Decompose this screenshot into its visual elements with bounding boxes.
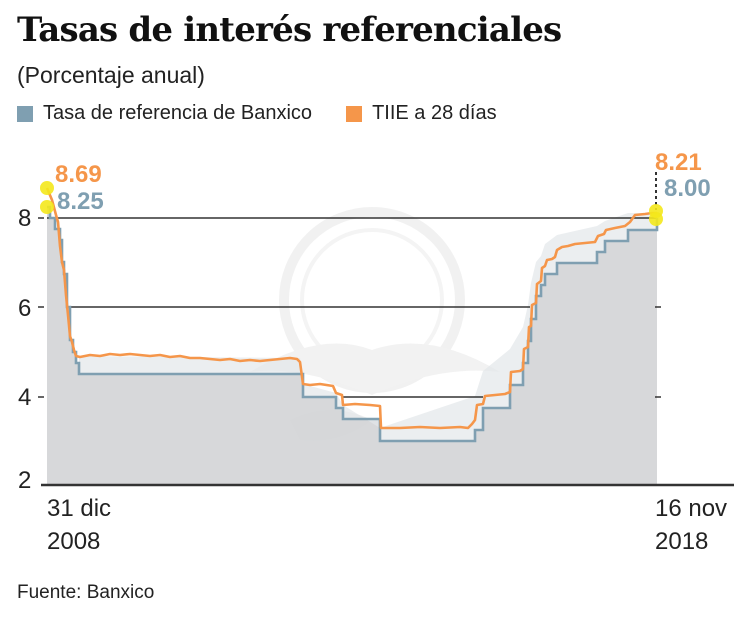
start-banxico-marker-icon bbox=[40, 200, 54, 214]
gridlines bbox=[47, 217, 657, 398]
legend-label-tiie: TIIE a 28 días bbox=[372, 102, 497, 124]
y-tick-4: 4 bbox=[18, 384, 31, 411]
x-end-date-line2: 2018 bbox=[655, 528, 708, 555]
tiie-line bbox=[45, 187, 657, 430]
tiie-swatch-icon bbox=[346, 105, 363, 122]
banxico-swatch-icon bbox=[17, 105, 33, 122]
legend: Tasa de referencia de Banxico TIIE a 28 … bbox=[17, 102, 531, 125]
y-tick-2: 2 bbox=[18, 467, 31, 494]
banxico-area bbox=[47, 207, 657, 485]
end-banxico-label: 8.00 bbox=[664, 175, 711, 202]
highlight-markers bbox=[40, 181, 663, 226]
end-banxico-marker-icon bbox=[649, 212, 663, 226]
end-tiie-label: 8.21 bbox=[655, 149, 702, 176]
x-start-date-line1: 31 dic bbox=[47, 495, 111, 522]
x-end-date-line1: 16 nov bbox=[655, 495, 727, 522]
start-tiie-marker-icon bbox=[40, 181, 54, 195]
start-banxico-label: 8.25 bbox=[57, 188, 104, 215]
y-tick-6: 6 bbox=[18, 295, 31, 322]
legend-label-banxico: Tasa de referencia de Banxico bbox=[43, 102, 313, 124]
y-tick-8: 8 bbox=[18, 205, 31, 232]
legend-item-banxico: Tasa de referencia de Banxico bbox=[17, 102, 312, 125]
legend-item-tiie: TIIE a 28 días bbox=[346, 102, 497, 125]
source-note: Fuente: Banxico bbox=[17, 582, 155, 603]
y-axis-ticks bbox=[38, 217, 661, 398]
start-tiie-label: 8.69 bbox=[55, 161, 102, 188]
chart-title: Tasas de interés referenciales bbox=[17, 10, 562, 50]
x-start-date-line2: 2008 bbox=[47, 528, 100, 555]
chart-subtitle: (Porcentaje anual) bbox=[17, 62, 205, 88]
